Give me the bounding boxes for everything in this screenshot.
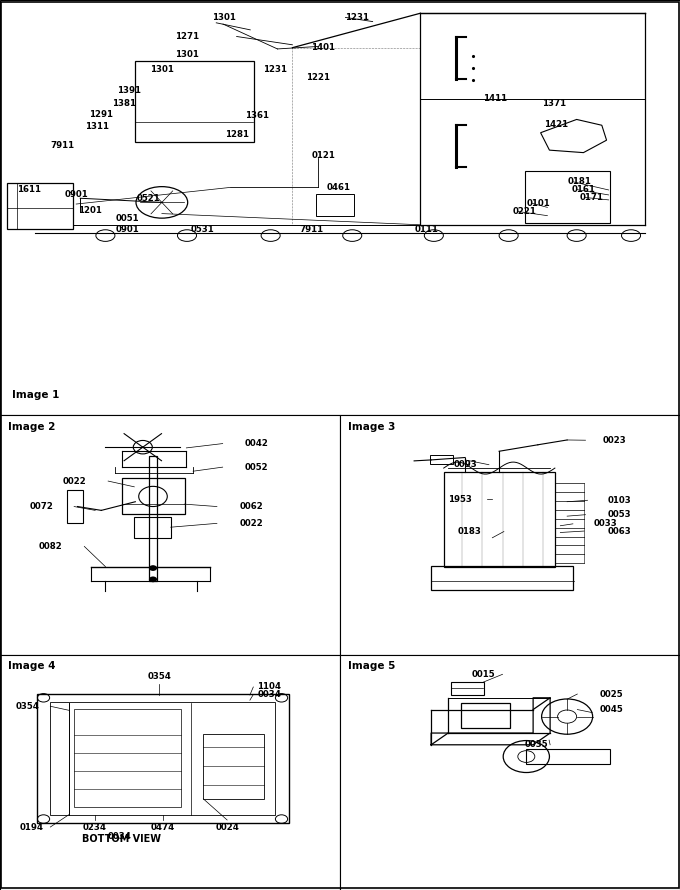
Text: 1271: 1271	[175, 32, 199, 41]
Bar	[450, 682, 484, 694]
Text: Image 1: Image 1	[12, 390, 60, 400]
Text: 0024: 0024	[215, 822, 239, 831]
Text: 0062: 0062	[240, 502, 263, 511]
Text: 1221: 1221	[306, 73, 330, 82]
Text: 1611: 1611	[16, 185, 41, 194]
Text: 0521: 0521	[137, 194, 160, 203]
Bar	[7, 183, 73, 229]
Text: 0901: 0901	[65, 190, 88, 199]
Text: 1361: 1361	[245, 110, 269, 120]
Text: 0901: 0901	[116, 225, 139, 234]
Text: 0051: 0051	[116, 214, 139, 223]
Text: 1411: 1411	[483, 94, 507, 103]
Text: 0033: 0033	[594, 520, 617, 529]
Text: 0045: 0045	[600, 705, 623, 714]
Text: 0194: 0194	[19, 822, 44, 831]
Text: 1421: 1421	[544, 120, 568, 129]
Text: 0023: 0023	[603, 436, 626, 445]
Bar	[135, 61, 254, 142]
Bar	[37, 694, 289, 823]
Text: 0531: 0531	[191, 225, 214, 234]
Text: 0034: 0034	[107, 832, 132, 841]
Text: 1401: 1401	[311, 43, 335, 52]
Text: 0221: 0221	[513, 207, 537, 216]
Text: Image 2: Image 2	[8, 423, 56, 433]
Text: 0461: 0461	[326, 182, 351, 191]
Text: 0053: 0053	[608, 510, 631, 519]
Text: 0042: 0042	[245, 439, 269, 448]
Text: 0025: 0025	[600, 690, 623, 699]
Text: 0103: 0103	[608, 496, 631, 505]
Text: 0022: 0022	[240, 519, 263, 528]
Bar	[67, 490, 83, 523]
Text: 0121: 0121	[311, 150, 336, 159]
Text: 0022: 0022	[63, 476, 86, 486]
Text: 0015: 0015	[472, 670, 495, 679]
Bar	[461, 702, 510, 728]
Bar	[443, 472, 555, 567]
Text: 1301: 1301	[175, 50, 199, 60]
Text: 0034: 0034	[257, 690, 282, 699]
Text: 0035: 0035	[525, 740, 548, 749]
Bar	[525, 171, 610, 223]
Text: 1381: 1381	[112, 99, 136, 109]
Text: 1311: 1311	[84, 122, 109, 131]
Text: 0111: 0111	[415, 225, 439, 234]
Text: 0171: 0171	[579, 193, 604, 202]
Text: 1301: 1301	[212, 13, 237, 22]
Text: 0181: 0181	[567, 177, 592, 186]
Bar	[149, 456, 157, 581]
Text: 0161: 0161	[571, 185, 596, 194]
Text: BOTTOM VIEW: BOTTOM VIEW	[82, 835, 161, 845]
Text: 1371: 1371	[542, 99, 566, 109]
Text: 7911: 7911	[50, 142, 75, 150]
Text: Image 4: Image 4	[8, 661, 56, 671]
Circle shape	[149, 565, 157, 571]
Text: Image 5: Image 5	[348, 661, 396, 671]
Bar	[430, 455, 453, 464]
Text: 1104: 1104	[257, 683, 282, 692]
Text: 0234: 0234	[82, 822, 107, 831]
Bar	[122, 478, 184, 514]
Text: 1291: 1291	[88, 110, 113, 119]
Text: 1231: 1231	[263, 65, 288, 74]
Text: 0082: 0082	[39, 542, 62, 551]
Bar	[431, 566, 573, 590]
Circle shape	[149, 577, 157, 582]
Bar	[74, 709, 181, 807]
Text: 0101: 0101	[527, 198, 550, 207]
Bar	[316, 194, 354, 216]
Text: 1231: 1231	[345, 13, 369, 22]
Text: 0093: 0093	[454, 460, 477, 469]
Bar	[203, 733, 264, 799]
Bar	[50, 702, 275, 815]
Text: 0354: 0354	[147, 672, 171, 681]
Text: 0474: 0474	[150, 822, 175, 831]
Text: 0183: 0183	[458, 527, 482, 536]
Text: 0072: 0072	[29, 502, 54, 511]
Text: 0354: 0354	[16, 701, 40, 711]
Text: 1301: 1301	[150, 65, 174, 74]
Text: Image 3: Image 3	[348, 423, 396, 433]
Text: 0052: 0052	[245, 463, 269, 472]
Bar	[135, 516, 171, 538]
Text: 1201: 1201	[78, 206, 102, 215]
Text: 7911: 7911	[299, 225, 324, 234]
Text: 0063: 0063	[608, 527, 631, 536]
Text: 1953: 1953	[447, 495, 472, 504]
Text: 1391: 1391	[117, 86, 141, 95]
Text: 1281: 1281	[224, 130, 249, 139]
Bar	[526, 749, 609, 764]
